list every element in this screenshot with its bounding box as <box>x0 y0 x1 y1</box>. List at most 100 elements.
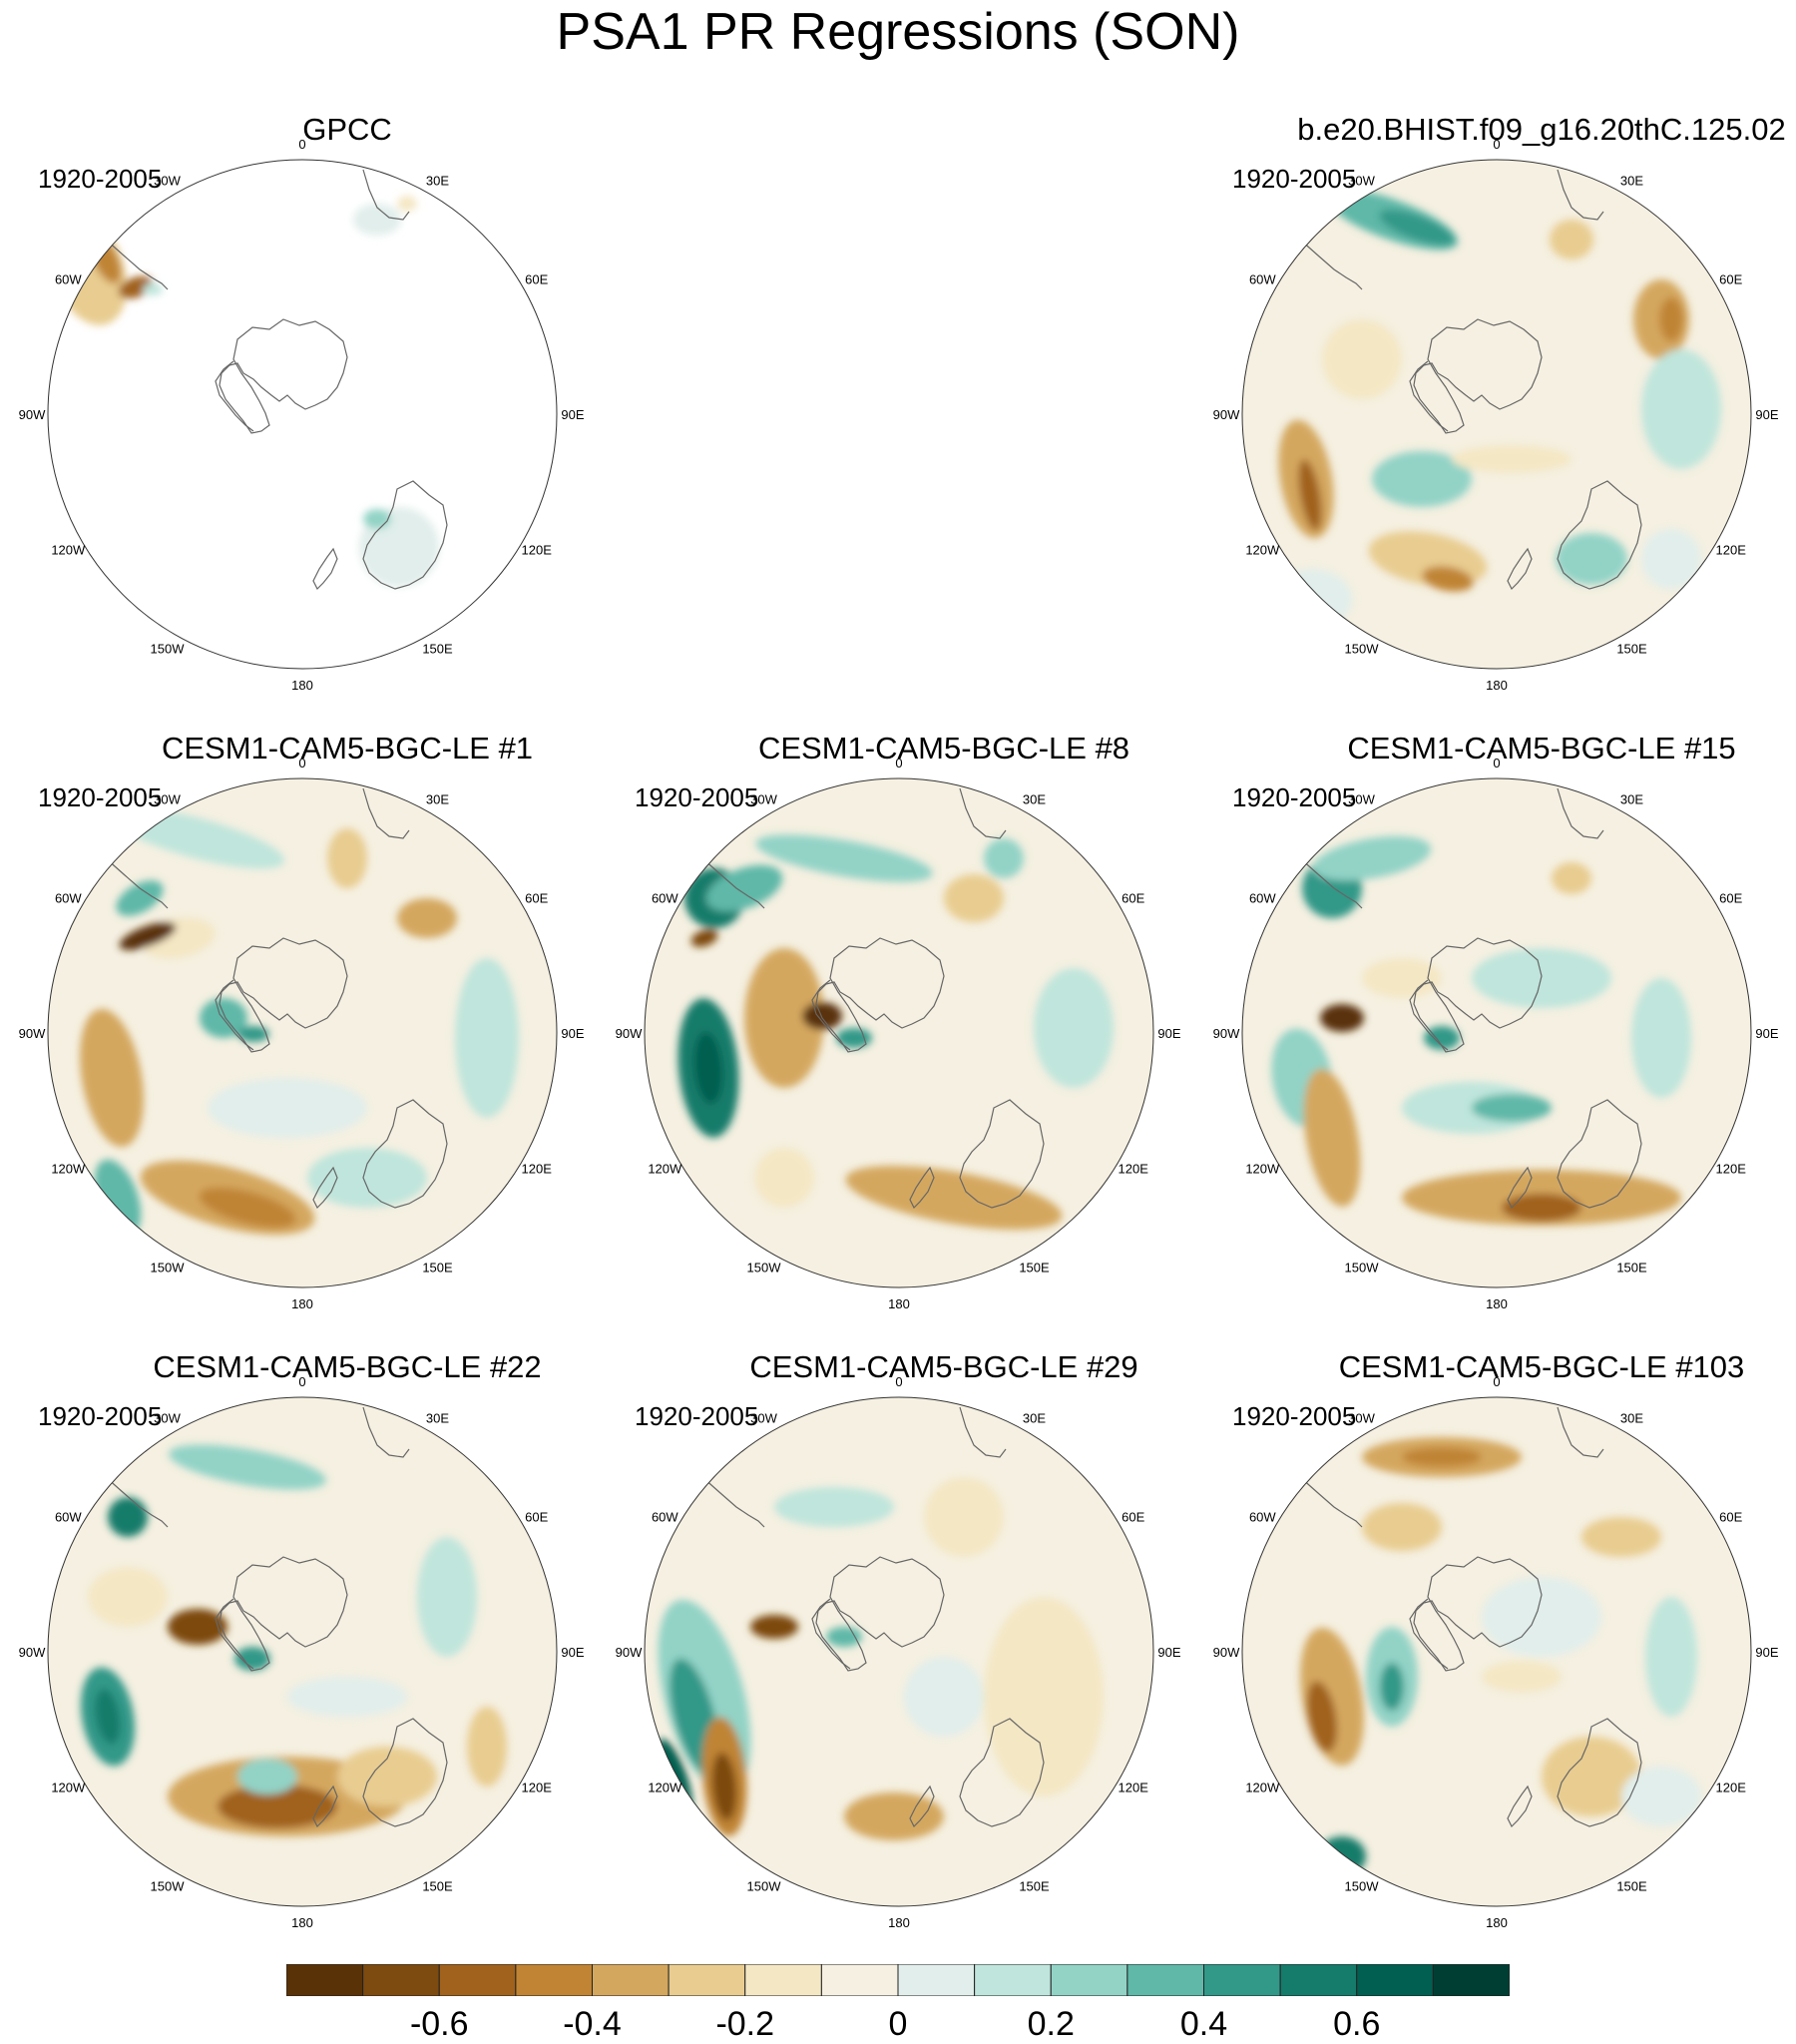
colorbar-svg <box>286 1964 1510 1996</box>
anomaly-region <box>88 1567 168 1627</box>
longitude-label: 120E <box>1716 543 1747 558</box>
longitude-label: 30E <box>1620 173 1643 188</box>
anomaly-region <box>1542 1737 1641 1816</box>
polar-map: 0 30E 60E 90E 120E 150E 180 150W 120W 90W 60W 30W <box>1213 756 1779 1311</box>
anomaly-region <box>984 1597 1104 1796</box>
coastline-peninsula <box>811 1598 851 1670</box>
anomaly-region <box>705 864 783 912</box>
longitude-label: 90W <box>19 1645 46 1660</box>
polar-map: 0 30E 60E 90E 120E 150E 180 150W 120W 90W 60W 30W <box>616 1374 1181 1930</box>
anomaly-region <box>199 1187 296 1229</box>
colorbar-tick-label: 0 <box>888 2005 908 2043</box>
colorbar-tick-label: -0.6 <box>409 2005 469 2043</box>
polar-map: 0 30E 60E 90E 120E 150E 180 150W 120W 90W 60W 30W <box>19 137 585 693</box>
anomaly-region <box>924 1477 1004 1557</box>
longitude-label: 30W <box>1348 791 1375 806</box>
longitude-label: 150E <box>1019 1879 1050 1894</box>
map-panel-le1: 0 30E 60E 90E 120E 150E 180 150W 120W 90W 60W 30W C… <box>19 731 607 1337</box>
longitude-label: 90W <box>19 407 46 422</box>
coastline-peninsula <box>1409 979 1449 1051</box>
longitude-label: 150E <box>1616 1261 1647 1276</box>
panel-title: CESM1-CAM5-BGC-LE #103 <box>1338 1349 1745 1384</box>
coastline-nz <box>1507 547 1533 591</box>
longitude-label: 90E <box>1755 1026 1778 1041</box>
colorbar-swatch <box>1356 1964 1434 1996</box>
longitude-label: 150W <box>747 1879 782 1894</box>
longitude-label: 90W <box>1213 1026 1240 1041</box>
anomaly-region <box>1318 1836 1366 1876</box>
anomaly-region <box>1641 349 1721 469</box>
colorbar-swatch <box>515 1964 593 1996</box>
longitude-label: 0 <box>298 756 305 770</box>
longitude-label: 150E <box>1616 1879 1647 1894</box>
panel-title: CESM1-CAM5-BGC-LE #29 <box>749 1349 1138 1384</box>
coastline-africa <box>362 1406 410 1458</box>
anomaly-region <box>774 1487 894 1527</box>
anomaly-region <box>1472 1094 1552 1122</box>
longitude-label: 0 <box>298 137 305 152</box>
coastline-australia <box>959 1718 1045 1827</box>
coastline-africa <box>1557 1406 1604 1458</box>
anomaly-region <box>237 1026 269 1042</box>
longitude-label: 60W <box>1249 1510 1276 1525</box>
colorbar-swatch <box>744 1964 822 1996</box>
anomaly-region <box>287 1677 407 1717</box>
anomaly-region <box>1581 1517 1661 1557</box>
map-border <box>1241 777 1752 1288</box>
longitude-label: 0 <box>895 756 902 770</box>
longitude-label: 30W <box>750 791 777 806</box>
anomaly-region <box>397 898 457 938</box>
anomaly-region <box>455 958 519 1118</box>
anomaly-region <box>944 874 1004 922</box>
polar-map: 0 30E 60E 90E 120E 150E 180 150W 120W 90W 60W 30W <box>19 756 585 1311</box>
coastline-africa <box>1557 169 1604 221</box>
anomaly-region <box>1550 220 1593 259</box>
longitude-label: 30E <box>426 173 449 188</box>
longitude-label: 0 <box>298 1374 305 1389</box>
longitude-label: 120E <box>1119 1781 1149 1795</box>
anomaly-region <box>754 1148 814 1208</box>
longitude-label: 30E <box>1620 791 1643 806</box>
colorbar-swatch <box>362 1964 440 1996</box>
anomaly-region <box>1380 1663 1404 1711</box>
longitude-label: 90W <box>1213 1645 1240 1660</box>
longitude-label: 120E <box>522 1162 553 1177</box>
longitude-label: 90W <box>616 1026 643 1041</box>
anomaly-region <box>1303 1068 1361 1208</box>
longitude-label: 90W <box>1213 407 1240 422</box>
anomaly-region <box>467 1707 507 1787</box>
map-panel-gpcc: 0 30E 60E 90E 120E 150E 180 150W 120W 90W 60W 30W G… <box>19 112 607 719</box>
longitude-label: 120W <box>51 1781 86 1795</box>
coastline-africa <box>1557 787 1604 839</box>
anomaly-region <box>168 1609 227 1645</box>
anomaly-region <box>108 1497 148 1537</box>
anomaly-region <box>119 922 177 950</box>
map-panel-bhist: 0 30E 60E 90E 120E 150E 180 150W 120W 90W 60W 30W b… <box>1213 112 1796 719</box>
longitude-label: 150E <box>1616 642 1647 657</box>
anomaly-region <box>1322 319 1402 399</box>
anomaly-region <box>1362 1503 1442 1551</box>
colorbar-tick-label: -0.4 <box>563 2005 622 2043</box>
polar-map: 0 30E 60E 90E 120E 150E 180 150W 120W 90W 60W 30W <box>19 1374 585 1930</box>
coastline-australia <box>1557 1718 1642 1827</box>
longitude-label: 150E <box>422 1261 453 1276</box>
anomaly-region <box>1362 958 1442 998</box>
longitude-label: 120W <box>51 1162 86 1177</box>
anomaly-region <box>1552 862 1591 894</box>
longitude-label: 120W <box>648 1162 682 1177</box>
longitude-label: 30W <box>154 173 181 188</box>
longitude-label: 150W <box>151 642 186 657</box>
longitude-label: 180 <box>888 1915 910 1930</box>
longitude-label: 30E <box>1620 1410 1643 1425</box>
longitude-label: 120W <box>51 543 86 558</box>
longitude-label: 60W <box>1249 272 1276 287</box>
anomaly-region <box>904 1657 984 1737</box>
colorbar-swatch <box>438 1964 517 1996</box>
longitude-label: 30W <box>154 1410 181 1425</box>
longitude-label: 90E <box>1755 1645 1778 1660</box>
longitude-label: 30E <box>1023 791 1046 806</box>
coastline-nz <box>312 1785 338 1828</box>
polar-map: 0 30E 60E 90E 120E 150E 180 150W 120W 90W 60W 30W <box>616 756 1181 1311</box>
longitude-label: 150W <box>1345 642 1380 657</box>
coastline-peninsula <box>1409 360 1449 432</box>
